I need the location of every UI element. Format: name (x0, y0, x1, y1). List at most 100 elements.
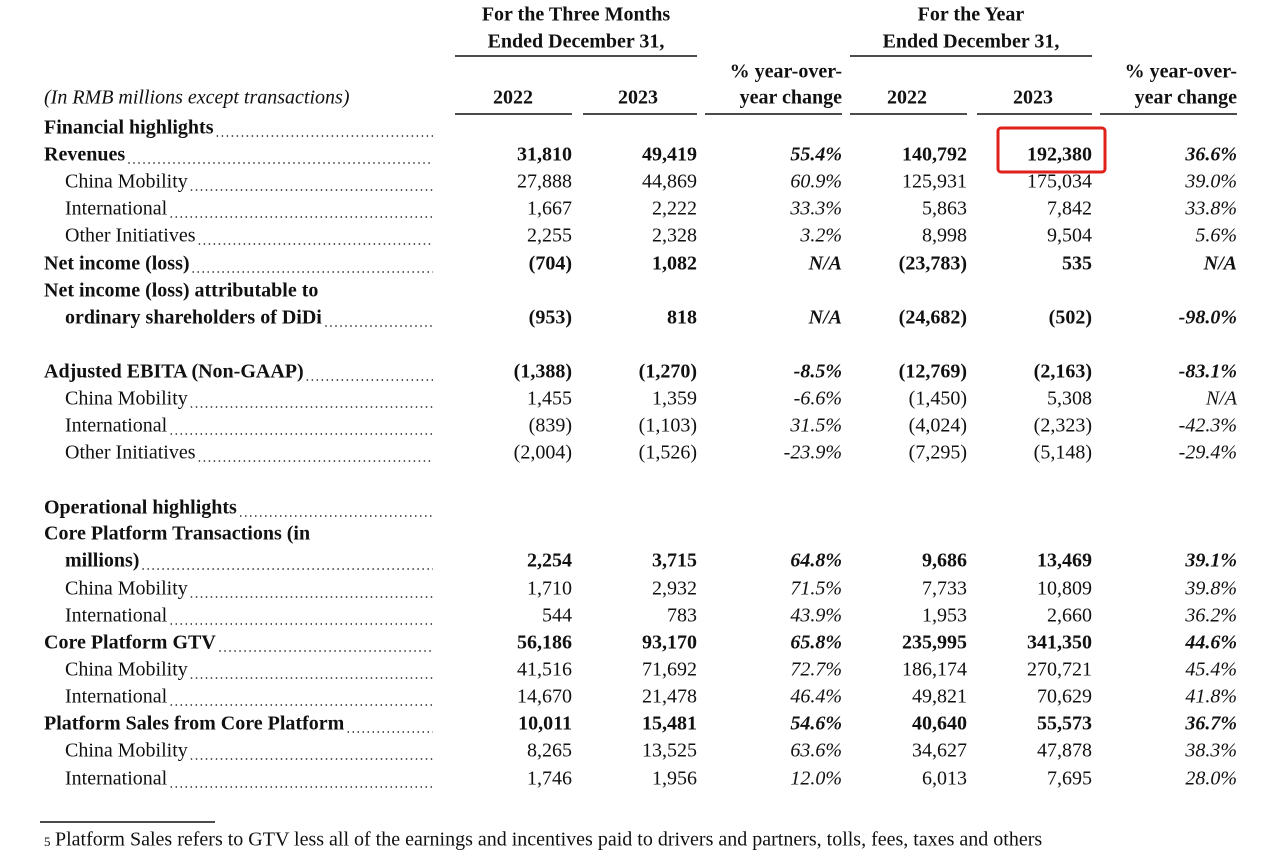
cell-value: N/A (808, 253, 842, 275)
row-label: Operational highlights (44, 497, 237, 519)
row-label: International (65, 605, 168, 627)
cell-value: 21,478 (642, 686, 697, 708)
cell-value: (1,103) (639, 415, 697, 437)
cell-value: 186,174 (902, 659, 967, 681)
cell-value: 2,328 (652, 225, 697, 247)
row-label: Other Initiatives (65, 442, 196, 464)
column-header: year change (1135, 87, 1238, 109)
cell-value: 72.7% (790, 659, 842, 681)
cell-value: 1,710 (527, 578, 572, 600)
row-label: Adjusted EBITA (Non-GAAP) (44, 361, 304, 383)
footnote-marker: 5 (44, 834, 51, 849)
cell-value: 6,013 (922, 768, 967, 790)
cell-value: 60.9% (790, 171, 842, 193)
row-label: Net income (loss) (44, 253, 190, 275)
cell-value: 1,082 (652, 253, 697, 275)
cell-value: (953) (529, 307, 572, 329)
cell-value: 270,721 (1027, 659, 1092, 681)
cell-value: 39.0% (1184, 171, 1237, 193)
cell-value: 70,629 (1037, 686, 1092, 708)
row-label: International (65, 686, 168, 708)
cell-value: 31,810 (517, 144, 572, 166)
cell-value: 783 (667, 605, 697, 627)
cell-value: 8,998 (922, 225, 967, 247)
cell-value: -83.1% (1179, 361, 1237, 383)
row-label: China Mobility (65, 740, 188, 762)
row-label: International (65, 415, 168, 437)
column-header: 2023 (618, 87, 658, 109)
cell-value: -42.3% (1179, 415, 1237, 437)
cell-value: 40,640 (912, 713, 967, 735)
row-label: ordinary shareholders of DiDi (65, 307, 322, 329)
cell-value: 9,504 (1047, 225, 1092, 247)
cell-value: 31.5% (789, 415, 842, 437)
cell-value: 175,034 (1027, 171, 1092, 193)
cell-value: (502) (1049, 307, 1092, 329)
cell-value: (1,526) (639, 442, 697, 464)
cell-value: 10,809 (1037, 578, 1092, 600)
cell-value: -23.9% (784, 442, 842, 464)
cell-value: 13,469 (1037, 550, 1092, 572)
cell-value: (839) (529, 415, 572, 437)
cell-value: 55.4% (790, 144, 842, 166)
cell-value: 44,869 (642, 171, 697, 193)
cell-value: 1,746 (527, 768, 572, 790)
cell-value: (23,783) (899, 253, 967, 275)
cell-value: -8.5% (794, 361, 842, 383)
cell-value: 3.2% (799, 225, 842, 247)
highlight-box (996, 126, 1107, 174)
cell-value: 54.6% (790, 713, 842, 735)
cell-value: 2,932 (652, 578, 697, 600)
cell-value: 7,842 (1047, 198, 1092, 220)
cell-value: 41,516 (517, 659, 572, 681)
cell-value: 2,660 (1047, 605, 1092, 627)
cell-value: 39.1% (1184, 550, 1237, 572)
cell-value: 41.8% (1185, 686, 1237, 708)
cell-value: 38.3% (1184, 740, 1237, 762)
cell-value: 14,670 (517, 686, 572, 708)
cell-value: 544 (542, 605, 572, 627)
cell-value: (4,024) (909, 415, 967, 437)
row-label: Core Platform GTV (44, 632, 216, 654)
cell-value: 64.8% (790, 550, 842, 572)
cell-value: 7,733 (922, 578, 967, 600)
cell-value: -29.4% (1179, 442, 1237, 464)
row-label: Revenues (44, 144, 125, 166)
cell-value: 33.8% (1184, 198, 1237, 220)
cell-value: 5.6% (1195, 225, 1237, 247)
cell-value: 43.9% (790, 605, 842, 627)
cell-value: 1,667 (527, 198, 572, 220)
cell-value: 235,995 (902, 632, 967, 654)
cell-value: 5,308 (1047, 388, 1092, 410)
cell-value: 192,380 (1027, 144, 1092, 166)
cell-value: (2,323) (1034, 415, 1092, 437)
cell-value: (12,769) (899, 361, 967, 383)
cell-value: 39.8% (1184, 578, 1237, 600)
cell-value: 46.4% (790, 686, 842, 708)
row-label: China Mobility (65, 659, 188, 681)
column-header: 2023 (1013, 87, 1053, 109)
cell-value: N/A (808, 307, 842, 329)
cell-value: 15,481 (642, 713, 697, 735)
row-label: International (65, 768, 168, 790)
cell-value: (1,270) (639, 361, 697, 383)
cell-value: 8,265 (527, 740, 572, 762)
cell-value: N/A (1203, 253, 1237, 275)
cell-value: -98.0% (1179, 307, 1237, 329)
cell-value: 33.3% (789, 198, 842, 220)
cell-value: (24,682) (899, 307, 967, 329)
cell-value: N/A (1205, 388, 1238, 410)
row-label: China Mobility (65, 171, 188, 193)
cell-value: (704) (529, 253, 572, 275)
cell-value: 45.4% (1185, 659, 1237, 681)
group-header: For the Three Months (482, 4, 671, 26)
cell-value: -6.6% (794, 388, 842, 410)
cell-value: 7,695 (1047, 768, 1092, 790)
group-header: For the Year (918, 4, 1025, 26)
cell-value: 2,255 (527, 225, 572, 247)
cell-value: 65.8% (790, 632, 842, 654)
cell-value: 12.0% (790, 768, 842, 790)
cell-value: 5,863 (922, 198, 967, 220)
cell-value: 36.6% (1184, 144, 1237, 166)
